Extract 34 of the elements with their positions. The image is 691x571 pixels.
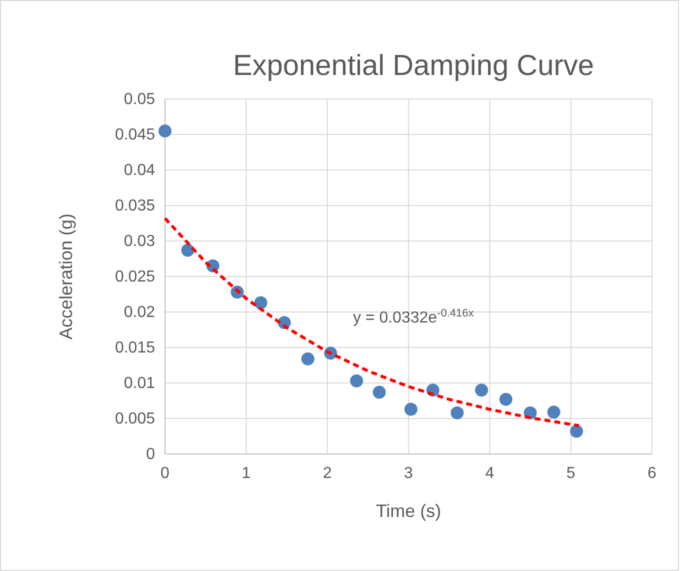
point: [499, 392, 512, 406]
point: [450, 406, 464, 420]
y-tick-label: 0.035: [114, 198, 156, 214]
point: [301, 352, 314, 366]
point: [547, 406, 560, 419]
y-tick-label: 0.02: [124, 304, 156, 321]
annotation: y = 0.0332e$^{-0.416x}$: [352, 308, 474, 327]
x-axis-title: Time (s): [376, 501, 442, 521]
x-tick-label: 0: [160, 465, 170, 482]
y-tick-label: 0.005: [114, 410, 156, 428]
point: [158, 124, 172, 138]
point: [404, 402, 418, 416]
y-tick-label: 0.04: [124, 162, 156, 179]
y-tick-label: 0.025: [114, 268, 156, 286]
y-axis-title: Acceleration (g): [56, 213, 76, 340]
point: [350, 374, 364, 388]
point: [475, 384, 488, 397]
chart-title: Exponential Damping Curve: [232, 50, 594, 82]
point: [254, 296, 268, 310]
y-tick-label: 0.045: [114, 126, 156, 144]
y-tick-label: 0: [146, 446, 156, 463]
x-tick-label: 1: [242, 465, 251, 482]
y-tick-label: 0.05: [124, 91, 156, 108]
point: [570, 424, 584, 438]
point: [372, 386, 386, 399]
x-tick-label: 5: [566, 465, 576, 482]
x-tick-label: 2: [322, 465, 332, 482]
y-tick-label: 0.01: [124, 375, 156, 392]
x-tick-label: 3: [404, 465, 414, 482]
x-tick-label: 6: [648, 465, 657, 482]
y-tick-label: 0.03: [124, 233, 156, 250]
x-tick-label: 4: [485, 465, 494, 482]
point: [181, 244, 194, 257]
y-tick-label: 0.015: [114, 340, 156, 356]
